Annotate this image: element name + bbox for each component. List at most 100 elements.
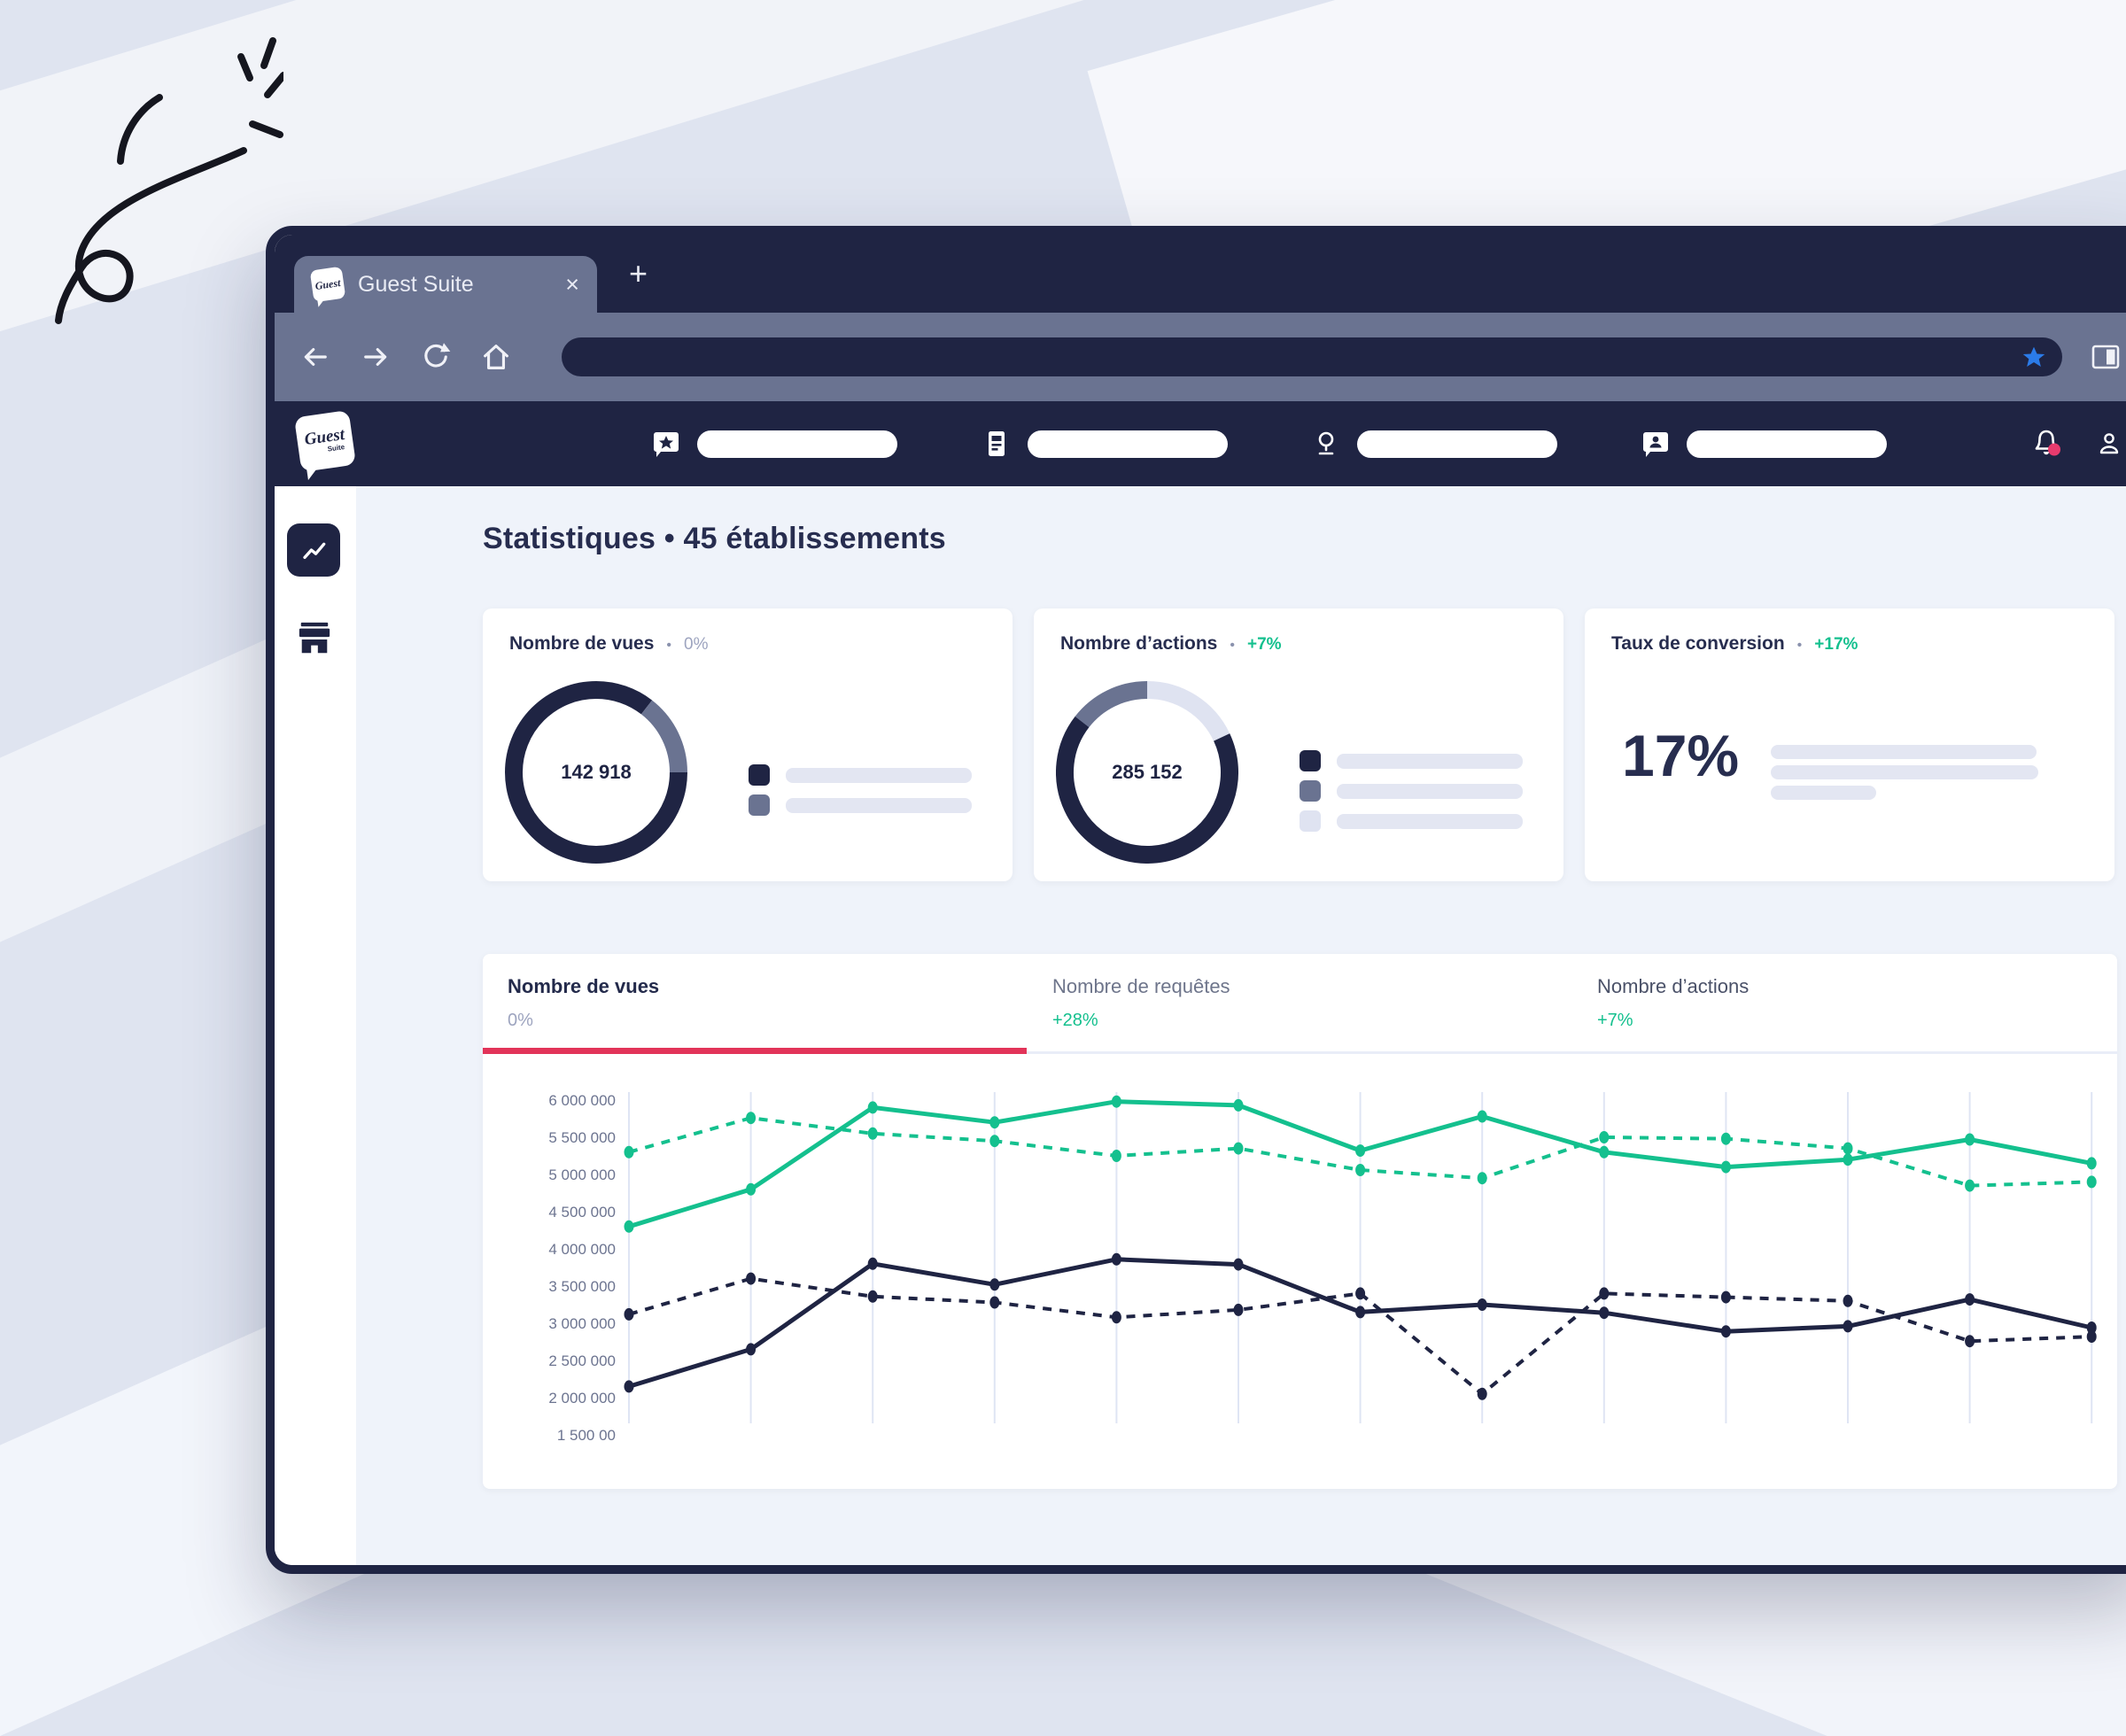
location-pin-icon <box>1318 431 1334 455</box>
browser-toolbar <box>275 313 2126 401</box>
card-nombre-d-actions: Nombre d’actions • +7% 285 152 <box>1034 608 1563 881</box>
legend-swatch <box>749 764 770 786</box>
tab-label: Nombre de requêtes <box>1052 975 1230 997</box>
chart-tab-nombre-de-vues[interactable]: Nombre de vues 0% <box>483 954 1027 1054</box>
page-title: Statistiques • 45 établissements <box>483 522 946 555</box>
stat-cards-row: Nombre de vues • 0% 142 918 Nom <box>483 608 2114 881</box>
chart-tab-nombre-de-requetes[interactable]: Nombre de requêtes +28% <box>1028 954 1571 1051</box>
card-nombre-de-vues: Nombre de vues • 0% 142 918 <box>483 608 1013 881</box>
change-badge: +17% <box>1814 635 1858 654</box>
tab-close-icon[interactable]: × <box>565 270 579 298</box>
donut-legend <box>1300 750 1523 832</box>
storefront-icon <box>299 622 330 654</box>
nav-label-placeholder <box>697 430 897 458</box>
sidebar-item-establishments[interactable] <box>294 621 335 656</box>
nav-item-reviews[interactable] <box>651 429 897 459</box>
app-body: Statistiques • 45 établissements Nombre … <box>275 486 2126 1565</box>
svg-text:4 000 000: 4 000 000 <box>548 1241 616 1258</box>
change-badge: 0% <box>684 635 709 654</box>
user-icon <box>2099 433 2119 454</box>
card-taux-de-conversion: Taux de conversion • +17% 17% <box>1585 608 2114 881</box>
legend-swatch <box>1300 810 1321 832</box>
sidebar-item-statistics[interactable] <box>287 523 340 577</box>
legend-swatch <box>1300 750 1321 771</box>
card-title: Nombre de vues <box>509 633 655 654</box>
conversion-rate-value: 17% <box>1622 723 1740 788</box>
donut-legend <box>749 764 972 816</box>
svg-text:3 500 000: 3 500 000 <box>548 1278 616 1295</box>
nav-label-placeholder <box>1028 430 1228 458</box>
legend-placeholder-bar <box>1337 753 1523 769</box>
bell-icon <box>2035 430 2060 456</box>
back-icon[interactable] <box>299 341 331 373</box>
legend-swatch <box>1300 780 1321 802</box>
svg-text:6 000 000: 6 000 000 <box>548 1092 616 1109</box>
placeholder-bar <box>1771 765 2038 779</box>
nav-item-pages[interactable] <box>982 429 1228 459</box>
svg-text:2 000 000: 2 000 000 <box>548 1390 616 1407</box>
separator-dot: • <box>666 638 671 653</box>
nav-label-placeholder <box>1357 430 1557 458</box>
svg-text:3 000 000: 3 000 000 <box>548 1315 616 1332</box>
legend-row <box>1300 810 1523 832</box>
legend-placeholder-bar <box>1337 813 1523 829</box>
views-donut-chart: 142 918 <box>505 681 687 864</box>
guest-suite-logo[interactable]: Guest Suite <box>293 409 357 473</box>
main-content: Statistiques • 45 établissements Nombre … <box>356 486 2126 1565</box>
notifications-button[interactable] <box>2029 426 2064 461</box>
url-bar[interactable] <box>562 337 2062 376</box>
tab-label: Nombre d’actions <box>1597 975 1750 997</box>
legend-row <box>749 794 972 816</box>
chart-tabs: Nombre de vues 0% Nombre de requêtes +28… <box>483 954 2117 1054</box>
sidebar <box>275 486 356 1565</box>
contact-bubble-icon <box>1643 432 1668 457</box>
account-button[interactable] <box>2094 429 2124 459</box>
browser-window: Guest Guest Suite × + Guest Suite <box>266 226 2126 1574</box>
legend-placeholder-bar <box>786 797 972 813</box>
nav-item-contacts[interactable] <box>1641 429 1887 459</box>
placeholder-text-bars <box>1771 745 2038 800</box>
reload-icon[interactable] <box>420 341 452 373</box>
app-navbar: Guest Suite <box>275 401 2126 486</box>
nav-label-placeholder <box>1687 430 1887 458</box>
split-view-icon[interactable] <box>2091 342 2121 372</box>
line-chart: 6 000 000 5 500 000 5 000 000 4 500 000 4 00… <box>548 1092 2097 1444</box>
evolution-chart-card: Nombre de vues 0% Nombre de requêtes +28… <box>483 954 2117 1489</box>
actions-donut-chart: 285 152 <box>1056 681 1238 864</box>
donut-center-value: 142 918 <box>561 761 632 783</box>
tab-value: +7% <box>1597 1011 1633 1030</box>
browser-tab-strip: Guest Guest Suite × + <box>275 235 2126 313</box>
change-badge: +7% <box>1246 635 1282 654</box>
svg-text:1 500 00: 1 500 00 <box>557 1427 616 1444</box>
separator-dot: • <box>1796 638 1803 653</box>
favicon-text: Guest <box>314 275 342 292</box>
review-bubble-star-icon <box>654 432 679 457</box>
svg-text:5 000 000: 5 000 000 <box>548 1166 616 1183</box>
browser-tab[interactable]: Guest Guest Suite × <box>294 256 597 313</box>
svg-text:4 500 000: 4 500 000 <box>548 1204 616 1221</box>
svg-text:5 500 000: 5 500 000 <box>548 1129 616 1146</box>
legend-swatch <box>749 794 770 816</box>
tab-value: 0% <box>508 1011 533 1030</box>
legend-row <box>1300 780 1523 802</box>
nav-item-locations[interactable] <box>1311 429 1557 459</box>
placeholder-bar <box>1771 745 2037 759</box>
line-chart-area: 6 000 000 5 500 000 5 000 000 4 500 000 4 00… <box>483 1069 2117 1476</box>
bookmark-star-icon[interactable] <box>2021 345 2046 369</box>
separator-dot: • <box>1230 638 1235 653</box>
document-icon <box>989 431 1005 456</box>
chart-tab-nombre-d-actions[interactable]: Nombre d’actions +7% <box>1572 954 2116 1051</box>
forward-icon[interactable] <box>360 341 392 373</box>
legend-row <box>749 764 972 786</box>
trend-chart-icon <box>303 542 326 559</box>
legend-placeholder-bar <box>1337 783 1523 799</box>
hand-drawn-doodle <box>55 37 283 324</box>
tab-title: Guest Suite <box>358 271 474 297</box>
home-icon[interactable] <box>480 341 512 373</box>
tab-label: Nombre de vues <box>508 975 660 997</box>
tab-value: +28% <box>1052 1011 1098 1030</box>
donut-center-value: 285 152 <box>1112 761 1183 783</box>
new-tab-button[interactable]: + <box>629 255 648 291</box>
card-title: Taux de conversion <box>1611 633 1785 654</box>
